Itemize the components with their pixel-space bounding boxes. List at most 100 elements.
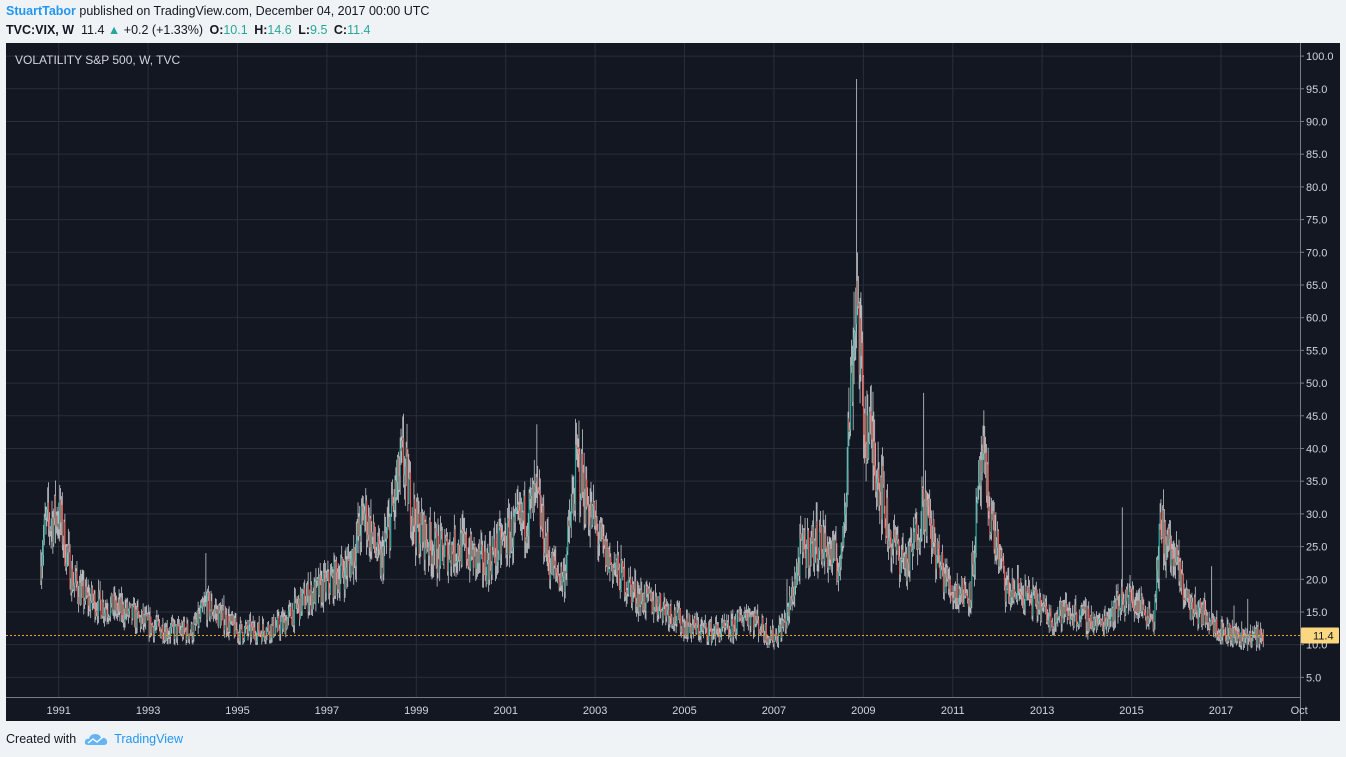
candle-body (1071, 616, 1073, 618)
candle-body (1083, 606, 1086, 611)
candle-body (1001, 556, 1003, 558)
candle-body (559, 580, 561, 588)
candle-body (652, 600, 654, 612)
candle-body (225, 614, 228, 631)
candle-body (650, 592, 652, 600)
candle-body (326, 578, 328, 580)
candle-body (292, 610, 294, 626)
candle-body (990, 533, 992, 536)
candle-body (1042, 604, 1044, 608)
candle-body (206, 602, 208, 620)
symbol-label[interactable]: TVC:VIX, W (6, 23, 75, 37)
candle-body (588, 525, 590, 530)
x-tick-label: 2007 (762, 705, 786, 717)
candle-body (113, 596, 115, 611)
candle-body (1229, 624, 1232, 641)
candle-body (436, 567, 438, 574)
candle-body (138, 612, 140, 618)
candle-body (758, 620, 760, 634)
candle-body (1261, 632, 1263, 636)
candle-body (801, 533, 803, 541)
candle-body (118, 599, 120, 606)
y-tick-label: 100.0 (1306, 51, 1334, 63)
candle-body (908, 546, 910, 571)
candle-body (453, 529, 455, 565)
candle-body (703, 626, 706, 628)
candle-body (377, 536, 379, 557)
candle-body (81, 581, 83, 587)
candle-body (1080, 610, 1082, 620)
y-tick-label: 55.0 (1306, 345, 1327, 357)
price-axis[interactable]: 100.0 95.0 90.0 85.0 80.0 75.0 70.0 65.0 60.0 55.… (1300, 43, 1334, 721)
candle-body (171, 621, 173, 625)
candle-body (1105, 620, 1107, 627)
candle-body (296, 605, 298, 609)
candle-body (172, 621, 174, 627)
candle-body (887, 540, 890, 547)
candle-body (907, 546, 909, 564)
candle-body (1033, 589, 1035, 591)
candle-body (623, 568, 625, 577)
candle-body (311, 584, 313, 610)
candle-body (289, 606, 291, 608)
candle-body (800, 533, 802, 539)
candle-body (625, 590, 627, 596)
candle-body (444, 542, 446, 557)
chart-container[interactable]: 100.0 95.0 90.0 85.0 80.0 75.0 70.0 65.0 60.0 55.… (6, 43, 1340, 721)
candle-body (56, 515, 58, 528)
candle-body (644, 609, 646, 611)
candle-body (837, 572, 840, 581)
candle-body (1256, 626, 1258, 645)
candle-body (750, 616, 752, 626)
candle-body (956, 585, 958, 603)
candle-body (299, 589, 302, 620)
candle-body (985, 452, 988, 496)
candle-body (1008, 579, 1010, 597)
candle-body (1061, 602, 1063, 625)
candle-body (1248, 633, 1251, 637)
candle-body (492, 550, 494, 552)
candle-body (646, 586, 648, 588)
candle-body (1081, 606, 1083, 611)
candle-body (177, 623, 179, 625)
candle-body (512, 547, 514, 552)
candle-body (157, 616, 159, 621)
candle-body (706, 628, 708, 641)
candle-body (327, 571, 329, 579)
candle-body (428, 519, 430, 556)
candle-body (581, 453, 583, 492)
candle-body (415, 525, 417, 548)
candle-body (592, 501, 595, 506)
candle-body (531, 488, 533, 496)
candle-body (778, 624, 780, 631)
candle-body (525, 538, 527, 542)
candle-body (1237, 632, 1239, 634)
candle-body (357, 522, 359, 537)
candle-body (703, 627, 705, 631)
candle-body (724, 625, 726, 628)
candle-body (1235, 630, 1238, 642)
candle-body (310, 584, 312, 596)
author-link[interactable]: StuartTabor (6, 4, 76, 18)
vix-candlestick-chart[interactable]: 100.0 95.0 90.0 85.0 80.0 75.0 70.0 65.0 60.0 55.… (6, 43, 1340, 721)
candle-body (683, 622, 685, 636)
candle-body (125, 608, 127, 614)
x-tick-label: 1997 (315, 705, 339, 717)
candle-body (397, 457, 400, 490)
candle-body (901, 549, 903, 561)
candle-body (1206, 615, 1208, 624)
candle-body (684, 627, 687, 637)
tradingview-brand-link[interactable]: TradingView (114, 732, 183, 746)
candle-body (455, 561, 457, 564)
candle-body (718, 632, 720, 641)
candle-body (256, 630, 259, 642)
candle-body (606, 541, 608, 573)
candle-body (319, 575, 321, 578)
time-axis[interactable]: 1991 1993 1995 1997 1999 2001 2003 2005 2007 2009… (6, 697, 1308, 718)
candle-body (922, 488, 924, 490)
candle-body (1119, 605, 1121, 611)
candle-body (830, 548, 832, 560)
high-label: H: (254, 23, 268, 37)
tradingview-cloud-icon[interactable] (84, 732, 108, 746)
candle-body (804, 535, 806, 554)
